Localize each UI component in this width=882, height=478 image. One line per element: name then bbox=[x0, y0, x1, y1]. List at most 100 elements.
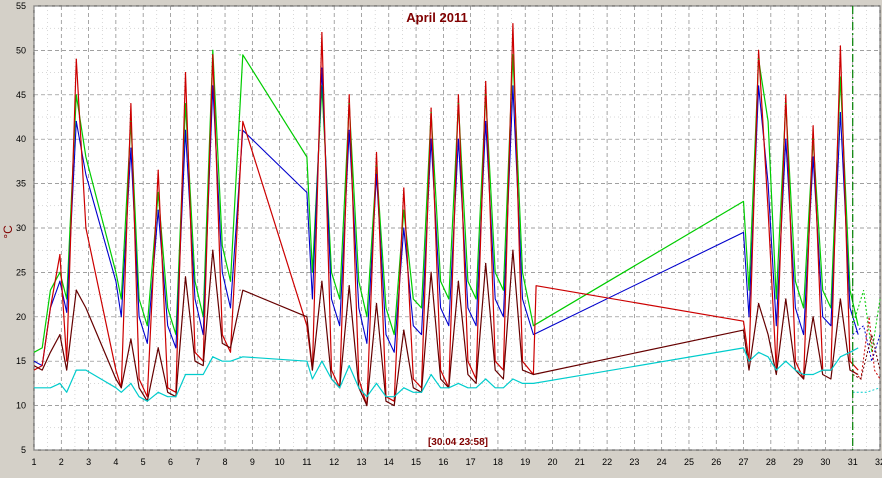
peak-point-red bbox=[59, 254, 61, 256]
peak-point-cyan bbox=[212, 356, 214, 358]
peak-point-green bbox=[157, 191, 159, 194]
peak-point-darkred bbox=[157, 347, 159, 349]
x-tick-label: 23 bbox=[629, 457, 639, 467]
series-line-green bbox=[33, 49, 859, 353]
y-tick-label: 15 bbox=[16, 356, 26, 366]
x-tick-label: 30 bbox=[820, 457, 830, 467]
peak-point-red bbox=[321, 32, 323, 34]
x-tick-label: 17 bbox=[466, 457, 476, 467]
peak-point-green bbox=[239, 54, 241, 56]
x-tick-label: 13 bbox=[356, 457, 366, 467]
x-tick-label: 8 bbox=[223, 457, 228, 467]
peak-point-cyan bbox=[839, 356, 842, 358]
peak-point-blue bbox=[59, 280, 61, 282]
x-tick-label: 14 bbox=[384, 457, 394, 467]
peak-point-darkred bbox=[212, 249, 214, 251]
peak-point-green bbox=[321, 85, 323, 87]
after-cursor-line-green bbox=[852, 290, 881, 353]
x-tick-label: 25 bbox=[684, 457, 694, 467]
peak-point-green bbox=[75, 94, 77, 96]
x-tick-label: 2 bbox=[59, 457, 64, 467]
peak-point-blue bbox=[130, 147, 132, 149]
series-line-darkred bbox=[33, 249, 859, 407]
x-tick-label: 7 bbox=[195, 457, 200, 467]
y-axis-label: °C bbox=[1, 225, 15, 239]
peak-point-green bbox=[512, 54, 514, 56]
peak-point-blue bbox=[75, 120, 77, 123]
peak-point-darkred bbox=[785, 298, 787, 300]
peak-point-blue bbox=[839, 111, 842, 114]
peak-point-green bbox=[785, 103, 787, 105]
peak-point-green bbox=[430, 111, 432, 114]
x-tick-label: 11 bbox=[302, 457, 311, 467]
y-axis-tick-labels: 5 10 15 20 25 30 35 40 45 50 55 bbox=[16, 1, 26, 455]
peak-point-blue bbox=[757, 85, 760, 87]
peak-point-cyan bbox=[812, 373, 814, 376]
series-line-blue bbox=[33, 67, 859, 367]
peak-point-green bbox=[130, 120, 132, 123]
x-tick-label: 28 bbox=[766, 457, 776, 467]
y-tick-label: 40 bbox=[16, 134, 26, 144]
peak-point-red bbox=[839, 45, 842, 47]
peak-point-red bbox=[212, 54, 214, 56]
peak-point-cyan bbox=[184, 373, 187, 376]
peak-point-blue bbox=[403, 227, 405, 229]
peak-point-blue bbox=[812, 156, 814, 158]
x-tick-label: 26 bbox=[711, 457, 721, 467]
peak-point-green bbox=[485, 94, 487, 96]
data-series bbox=[33, 23, 859, 407]
peak-point-blue bbox=[321, 67, 323, 69]
peak-point-red bbox=[485, 80, 487, 83]
peak-point-red bbox=[812, 125, 814, 127]
y-tick-label: 10 bbox=[16, 401, 26, 411]
peak-point-blue bbox=[348, 129, 350, 131]
peak-point-cyan bbox=[348, 365, 350, 367]
peak-point-cyan bbox=[321, 360, 323, 362]
peak-point-red bbox=[375, 151, 378, 154]
peak-point-green bbox=[757, 58, 760, 60]
peak-point-darkred bbox=[457, 280, 459, 282]
x-tick-label: 5 bbox=[141, 457, 146, 467]
chart-title: April 2011 bbox=[406, 10, 467, 25]
peak-point-cyan bbox=[457, 382, 459, 384]
y-tick-label: 30 bbox=[16, 223, 26, 233]
x-tick-label: 19 bbox=[520, 457, 530, 467]
x-tick-label: 29 bbox=[793, 457, 803, 467]
series-line-cyan bbox=[34, 347, 859, 402]
y-tick-label: 55 bbox=[16, 1, 26, 11]
after-cursor-series bbox=[852, 290, 881, 393]
peak-point-blue bbox=[184, 129, 187, 131]
x-tick-label: 10 bbox=[275, 457, 285, 467]
peak-point-blue bbox=[157, 209, 159, 211]
peak-point-red bbox=[457, 94, 459, 96]
peak-point-green bbox=[348, 103, 350, 105]
x-tick-label: 32 bbox=[875, 457, 882, 467]
cursor-timestamp-label: [30.04 23:58] bbox=[428, 437, 488, 448]
x-axis-tick-labels: 1 2 3 4 5 6 7 8 9 10 11 12 13 14 15 16 17 18 19 20 21 22 23 24 2… bbox=[31, 457, 882, 467]
peak-point-cyan bbox=[512, 378, 514, 380]
peak-point-darkred bbox=[485, 262, 487, 265]
peak-point-blue bbox=[430, 138, 432, 140]
peak-point-blue bbox=[375, 174, 378, 176]
peak-point-red bbox=[184, 72, 187, 74]
x-tick-label: 15 bbox=[411, 457, 421, 467]
peak-point-green bbox=[375, 165, 378, 167]
peak-point-red bbox=[403, 187, 405, 189]
peak-point-darkred bbox=[348, 285, 350, 287]
peak-point-cyan bbox=[130, 382, 132, 384]
y-tick-label: 5 bbox=[21, 445, 26, 455]
peak-point-red bbox=[512, 23, 514, 25]
peak-point-blue bbox=[485, 120, 487, 123]
peak-point-cyan bbox=[59, 382, 61, 384]
peak-point-cyan bbox=[75, 369, 77, 371]
peak-point-darkred bbox=[757, 302, 760, 305]
grid-lines bbox=[33, 5, 881, 451]
x-tick-label: 27 bbox=[739, 457, 749, 467]
y-tick-label: 20 bbox=[16, 312, 26, 322]
y-tick-label: 45 bbox=[16, 90, 26, 100]
peak-point-green bbox=[212, 49, 214, 52]
peak-point-green bbox=[59, 271, 61, 273]
x-tick-label: 31 bbox=[848, 457, 858, 467]
peak-point-darkred bbox=[403, 329, 405, 331]
